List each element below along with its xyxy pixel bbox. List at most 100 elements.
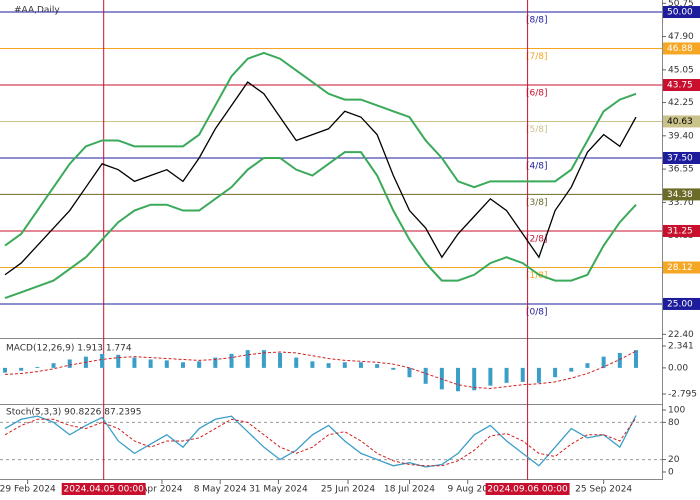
marker-label: 2024.04.05 00:00 [64, 485, 145, 495]
y-tick-label: 47.90 [668, 32, 694, 42]
y-tick-label: 50.75 [668, 0, 694, 9]
macd-bar [456, 367, 461, 392]
macd-bar [116, 354, 121, 368]
level-label-bg [663, 188, 700, 201]
macd-bar [504, 367, 509, 383]
level-label: 31.25 [667, 226, 693, 236]
macd-title: MACD(12,26,9) 1.913 1.774 [6, 344, 132, 354]
macd-bar [310, 361, 315, 368]
macd-bar [132, 357, 137, 368]
level-label-bg [663, 42, 700, 55]
price-line [4, 81, 637, 276]
level-label-bg [663, 297, 700, 310]
macd-bar [294, 357, 299, 368]
macd-bar [342, 362, 347, 368]
macd-bar [585, 363, 590, 368]
stoch-signal [4, 417, 637, 467]
y-tick-label: 2.341 [668, 342, 694, 352]
level-label-bg [663, 151, 700, 164]
stoch-title: Stoch(5,3,3) 90.8226 87.2395 [6, 408, 141, 418]
x-tick-label: 29 Feb 2024 [0, 485, 56, 495]
x-tick-label: 18 Jul 2024 [384, 485, 435, 495]
level-name: [0/8] [526, 307, 548, 317]
level-label: 37.50 [667, 153, 693, 163]
level-label: 46.88 [667, 44, 693, 54]
x-tick-label: Apr 2024 [141, 485, 183, 495]
level-label-bg [663, 115, 700, 128]
y-tick-label: 22.40 [668, 330, 694, 340]
macd-bar [375, 364, 380, 368]
macd-bar [148, 359, 153, 368]
macd-bar [634, 350, 638, 368]
x-tick-label: 8 May 2024 [194, 485, 247, 495]
macd-bar [164, 360, 169, 368]
macd-bar [423, 367, 428, 384]
level-label-bg [663, 261, 700, 274]
macd-bar [197, 361, 202, 368]
stoch-main [4, 415, 637, 468]
y-tick-label: -2.795 [668, 390, 697, 400]
macd-bar [617, 352, 622, 368]
macd-bar [569, 367, 574, 372]
marker-label: 2024.09.06 00:00 [487, 485, 568, 495]
macd-bar [229, 353, 234, 368]
level-label-bg [663, 224, 700, 237]
macd-signal [4, 350, 637, 389]
macd-bar [601, 356, 606, 368]
macd-bar [472, 367, 477, 391]
level-name: [7/8] [526, 52, 548, 62]
macd-bar [51, 363, 56, 368]
macd-bar [520, 367, 525, 382]
level-label: 28.12 [667, 263, 693, 273]
bollinger-upper [4, 51, 637, 247]
macd-bar [67, 359, 72, 368]
level-name: [2/8] [526, 234, 548, 244]
marker-label-bg [485, 483, 570, 495]
level-label: 43.75 [667, 81, 693, 91]
macd-bar [407, 367, 412, 378]
macd-bar [278, 352, 283, 368]
y-tick-label: 39.40 [668, 131, 694, 141]
level-name: [8/8] [526, 16, 548, 26]
macd-bar [261, 350, 266, 368]
y-tick-label: 80 [668, 418, 680, 428]
macd-bar [358, 362, 363, 368]
x-tick-label: 9 Aug 20 [447, 485, 488, 495]
x-tick-label: 25 Jun 2024 [321, 485, 375, 495]
macd-bar [3, 367, 7, 373]
level-label: 34.38 [667, 190, 693, 200]
x-tick-label: 25 Sep 2024 [575, 485, 632, 495]
level-label-bg [663, 79, 700, 92]
chart-title: #AA,Daily [14, 6, 60, 16]
y-tick-label: 45.05 [668, 65, 694, 75]
macd-bar [326, 363, 331, 368]
bollinger-lower [4, 151, 637, 300]
level-name: [6/8] [526, 89, 548, 99]
y-tick-label: 33.70 [668, 198, 694, 208]
macd-bar [245, 350, 250, 368]
level-label: 50.00 [667, 8, 693, 18]
macd-bar [536, 367, 541, 383]
level-label-bg [663, 6, 700, 19]
level-name: [4/8] [526, 161, 548, 171]
level-name: [5/8] [526, 125, 548, 135]
marker-label-bg [61, 483, 146, 495]
y-tick-label: 0 [668, 467, 674, 477]
y-tick-label: 36.55 [668, 165, 694, 175]
level-label: 25.00 [667, 299, 693, 309]
macd-bar [19, 367, 24, 371]
level-name: [1/8] [526, 271, 548, 281]
macd-bar [100, 353, 105, 368]
macd-bar [180, 362, 185, 368]
level-label: 40.63 [667, 117, 693, 127]
macd-bar [553, 367, 558, 378]
macd-bar [391, 367, 396, 370]
macd-bar [488, 367, 493, 386]
macd-bar [213, 357, 218, 368]
y-tick-label: 0.00 [668, 363, 688, 373]
y-tick-label: 20 [668, 455, 680, 465]
level-name: [3/8] [526, 198, 548, 208]
macd-bar [35, 366, 40, 368]
